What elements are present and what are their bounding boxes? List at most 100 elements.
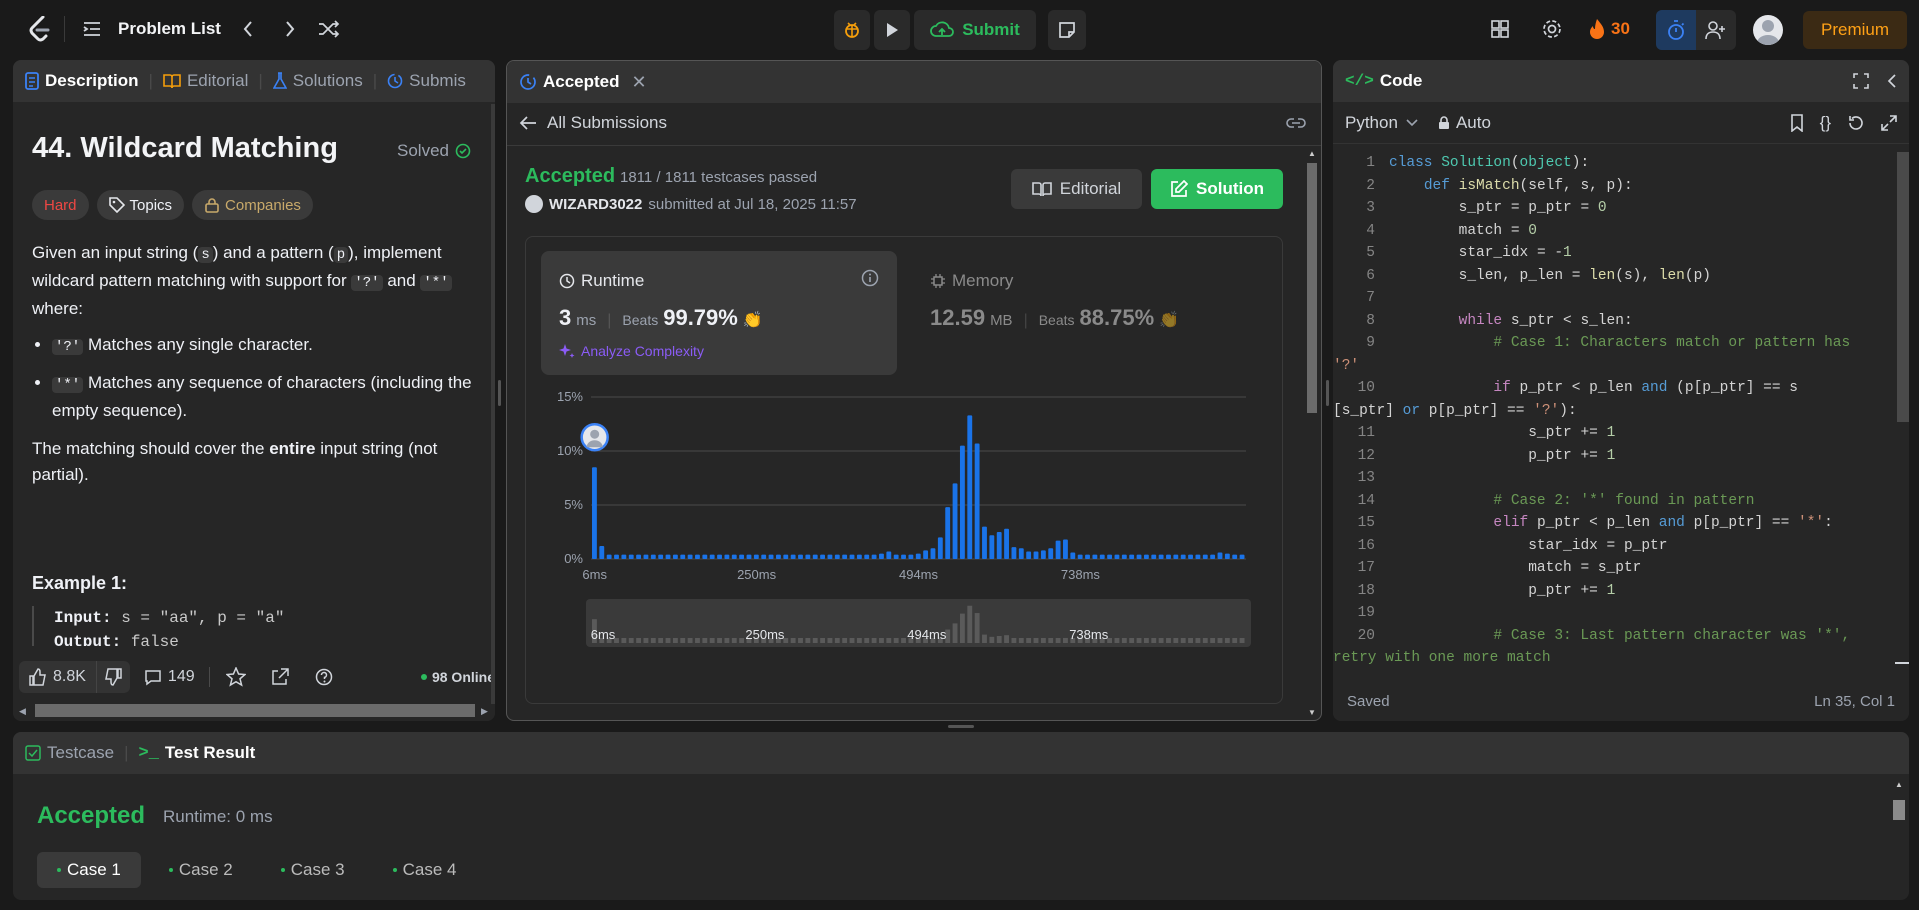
format-braces-icon[interactable]: {} (1819, 112, 1831, 132)
difficulty-badge[interactable]: Hard (32, 190, 89, 220)
timer-button[interactable] (1656, 10, 1736, 50)
scroll-up-arrow-icon[interactable]: ▲ (1895, 780, 1903, 789)
code-panel: </> Code Python Auto {} 1 class Solution(… (1333, 60, 1909, 721)
like-count: 8.8K (53, 668, 86, 685)
tab-solutions-label: Solutions (292, 71, 363, 90)
auto-mode[interactable]: Auto (1438, 113, 1491, 133)
tab-solutions[interactable]: Solutions (272, 71, 363, 91)
memory-card[interactable]: Memory 12.59 MB | Beats 88.75% 👏 (912, 251, 1268, 375)
memory-label: Memory (952, 271, 1014, 290)
tab-testcase[interactable]: Testcase (25, 743, 114, 763)
code-content[interactable]: 1 class Solution(object): 2 def isMatch(s… (1333, 155, 1851, 666)
navigator-bar (1085, 638, 1090, 643)
help-icon[interactable] (312, 668, 336, 686)
collapse-icon[interactable] (1887, 73, 1897, 89)
case-tab[interactable]: Case 4 (373, 852, 477, 888)
scrollbar-thumb[interactable] (1893, 800, 1905, 820)
navigator-bar (893, 638, 899, 643)
middle-vertical-scrollbar[interactable]: ▲ ▼ (1305, 147, 1319, 719)
tab-code[interactable]: </> Code (1345, 71, 1422, 91)
next-problem-icon[interactable] (280, 19, 300, 39)
vertical-scrollbar[interactable] (491, 104, 495, 704)
fullscreen-icon[interactable] (1853, 73, 1869, 89)
link-icon[interactable] (1285, 115, 1307, 131)
shuffle-icon[interactable] (318, 19, 340, 39)
resize-handle-left[interactable] (498, 380, 501, 406)
scroll-down-arrow-icon[interactable]: ▼ (1308, 708, 1316, 717)
navigator-bar (753, 638, 759, 643)
resize-handle-bottom[interactable] (948, 725, 974, 728)
streak-count[interactable]: 30 (1611, 19, 1630, 38)
bookmark-icon[interactable] (1790, 113, 1804, 132)
navigator-bar (1107, 638, 1113, 643)
favorite-star-icon[interactable] (224, 667, 248, 687)
layout-icon[interactable] (1490, 19, 1510, 39)
settings-gear-icon[interactable] (1541, 18, 1563, 40)
scrollbar-thumb[interactable] (1897, 152, 1909, 422)
scroll-right-arrow-icon[interactable]: ▶ (481, 706, 488, 716)
bottom-vertical-scrollbar[interactable]: ▲ (1891, 778, 1907, 898)
case-tab[interactable]: Case 3 (261, 852, 365, 888)
add-friend-icon[interactable] (1696, 10, 1736, 50)
scroll-left-arrow-icon[interactable]: ◀ (19, 706, 26, 716)
navigator-bar (989, 636, 995, 643)
code-vertical-scrollbar[interactable] (1895, 152, 1909, 664)
chart-bar (908, 554, 914, 559)
chart-bar (1040, 550, 1046, 559)
tab-accepted[interactable]: Accepted (519, 72, 620, 92)
navigator-bar (643, 638, 649, 643)
case-tab[interactable]: Case 1 (37, 852, 141, 888)
scroll-up-arrow-icon[interactable]: ▲ (1308, 149, 1316, 158)
run-button[interactable] (874, 10, 910, 50)
navigator-bar (915, 638, 921, 643)
tab-editorial[interactable]: Editorial (163, 71, 248, 91)
username[interactable]: WIZARD3022 (549, 195, 643, 213)
case-tab[interactable]: Case 2 (149, 852, 253, 888)
prev-problem-icon[interactable] (238, 19, 258, 39)
resize-handle-right[interactable] (1326, 380, 1329, 406)
language-select[interactable]: Python (1345, 113, 1418, 133)
analyze-complexity-link[interactable]: Analyze Complexity (559, 343, 704, 359)
scrollbar-thumb[interactable] (1307, 163, 1317, 413)
problem-title[interactable]: 44. Wildcard Matching (32, 132, 338, 164)
reset-icon[interactable] (1847, 114, 1865, 132)
expand-icon[interactable] (1881, 114, 1897, 131)
premium-button[interactable]: Premium (1803, 11, 1907, 49)
info-icon[interactable] (861, 269, 879, 287)
chart-bar (1099, 554, 1105, 559)
share-icon[interactable] (268, 668, 292, 686)
notes-button[interactable] (1048, 10, 1086, 50)
tab-test-result[interactable]: >_ Test Result (139, 743, 256, 763)
editorial-button[interactable]: Editorial (1011, 169, 1142, 209)
leetcode-logo-icon[interactable] (27, 15, 53, 43)
code-icon: </> (1345, 72, 1374, 90)
comments-button[interactable]: 149 (144, 668, 195, 686)
submit-button[interactable]: Submit (914, 10, 1036, 50)
scrollbar-thumb[interactable] (35, 704, 475, 717)
problem-list-icon[interactable] (82, 19, 102, 39)
all-submissions-link[interactable]: All Submissions (519, 113, 667, 133)
streak-flame-icon[interactable] (1588, 17, 1606, 41)
navigator-bar (908, 638, 914, 643)
tab-description[interactable]: Description (25, 71, 139, 91)
user-avatar[interactable] (525, 195, 543, 213)
problem-list-link[interactable]: Problem List (118, 19, 221, 38)
topics-badge[interactable]: Topics (96, 190, 185, 220)
dislike-button[interactable] (95, 661, 130, 693)
close-tab-icon[interactable]: ✕ (631, 71, 647, 92)
companies-badge[interactable]: Companies (192, 190, 313, 220)
debug-button[interactable] (834, 10, 870, 50)
solved-label: Solved (397, 141, 449, 160)
solution-button[interactable]: Solution (1151, 169, 1283, 209)
runtime-card[interactable]: Runtime 3 ms | Beats 99.79% 👏 Analyze Co… (541, 251, 897, 375)
code-editor[interactable]: 1 class Solution(object): 2 def isMatch(s… (1333, 152, 1893, 721)
like-button[interactable]: 8.8K (19, 661, 96, 693)
tab-submissions[interactable]: Submis (387, 71, 466, 91)
navigator-bar (864, 638, 870, 643)
chart-bar (761, 554, 767, 559)
avatar[interactable] (1753, 15, 1783, 45)
horizontal-scrollbar[interactable]: ◀ ▶ (13, 700, 495, 721)
analyze-label: Analyze Complexity (581, 343, 704, 359)
stopwatch-icon[interactable] (1656, 10, 1696, 50)
